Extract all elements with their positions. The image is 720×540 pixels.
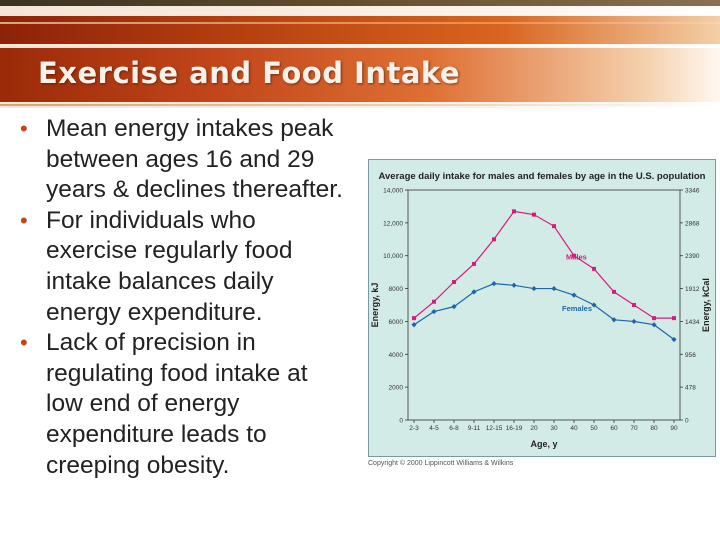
x-tick-label: 40 xyxy=(570,425,578,432)
bullet-marker: • xyxy=(20,116,28,141)
bullet-item: • For individuals who exercise regularly… xyxy=(18,206,348,328)
y-tick-label: 0 xyxy=(399,418,403,425)
data-point-females xyxy=(671,336,677,343)
x-tick-label: 50 xyxy=(590,425,598,432)
data-point-males xyxy=(632,303,636,307)
y-right-tick-label: 2868 xyxy=(685,220,700,227)
bullet-marker: • xyxy=(20,330,28,356)
banner-stripe-dark xyxy=(0,0,720,6)
data-point-males xyxy=(452,280,456,284)
copyright-note: Copyright © 2000 Lippincott Williams & W… xyxy=(368,460,514,467)
x-tick-label: 12-15 xyxy=(486,425,503,432)
bullet-list: • Mean energy intakes peak between ages … xyxy=(18,114,348,481)
banner-stripe-upper xyxy=(0,16,720,44)
intake-chart: Average daily intake for males and femal… xyxy=(368,159,716,457)
data-point-males xyxy=(652,316,656,321)
y-right-tick-label: 0 xyxy=(685,418,689,425)
data-point-females xyxy=(451,304,457,310)
x-axis-label: Age, y xyxy=(530,439,557,449)
data-point-males xyxy=(672,316,676,321)
banner-underline xyxy=(0,104,720,106)
banner-stripe-lower xyxy=(0,48,720,102)
data-point-females xyxy=(511,282,517,288)
x-tick-label: 30 xyxy=(550,425,558,432)
y-tick-label: 12,000 xyxy=(383,220,403,227)
bullet-text: For individuals who exercise regularly f… xyxy=(46,206,293,326)
data-point-males xyxy=(612,289,616,294)
y-right-tick-label: 478 xyxy=(685,385,696,392)
x-tick-label: 60 xyxy=(610,425,618,432)
data-point-males xyxy=(572,253,576,258)
x-tick-label: 16-19 xyxy=(506,425,523,432)
x-tick-label: 90 xyxy=(670,425,678,432)
data-point-females xyxy=(471,289,477,295)
data-point-males xyxy=(472,261,476,266)
data-point-males xyxy=(552,224,556,229)
y-right-tick-label: 2390 xyxy=(685,253,700,260)
plot-frame xyxy=(407,189,681,421)
series-label-females: Females xyxy=(562,304,592,313)
data-point-females xyxy=(431,308,437,315)
bullet-marker: • xyxy=(20,207,28,233)
x-tick-label: 6-8 xyxy=(449,425,459,432)
bullet-text: Mean energy intakes peak between ages 16… xyxy=(46,115,343,204)
data-point-males xyxy=(412,316,416,321)
bullet-text: Lack of precision in regulating food int… xyxy=(46,329,308,479)
data-point-females xyxy=(411,322,417,328)
data-point-females xyxy=(651,322,657,328)
data-point-males xyxy=(432,299,436,304)
series-label-males: Males xyxy=(566,253,587,262)
x-tick-label: 9-11 xyxy=(468,425,481,432)
x-tick-label: 20 xyxy=(530,425,538,432)
series-line-females xyxy=(413,283,675,340)
y-tick-label: 10,000 xyxy=(383,253,403,260)
y-tick-label: 14,000 xyxy=(383,188,403,195)
data-point-males xyxy=(492,237,496,242)
header-banner xyxy=(0,0,720,108)
y-axis-label: Energy, kJ xyxy=(370,283,380,328)
series-line-males xyxy=(413,210,674,319)
data-point-females xyxy=(491,281,497,287)
chart-svg: Average daily intake for males and femal… xyxy=(368,159,716,457)
data-point-males xyxy=(512,209,516,214)
data-point-males xyxy=(532,212,536,217)
bullet-item: • Lack of precision in regulating food i… xyxy=(18,328,348,481)
x-tick-label: 4-5 xyxy=(429,425,439,432)
data-point-females xyxy=(591,302,597,308)
slide-title: Exercise and Food Intake xyxy=(38,56,461,90)
bullet-item: • Mean energy intakes peak between ages … xyxy=(18,114,348,206)
y-tick-label: 8000 xyxy=(389,286,404,293)
y-right-tick-label: 956 xyxy=(685,352,696,359)
x-tick-label: 2-3 xyxy=(409,425,419,432)
y-tick-label: 2000 xyxy=(389,385,404,392)
y-tick-label: 4000 xyxy=(389,352,404,359)
chart-background xyxy=(368,159,716,457)
y-right-tick-label: 1912 xyxy=(685,286,700,293)
data-point-males xyxy=(592,266,596,271)
y-right-tick-label: 1434 xyxy=(685,319,700,326)
y-right-tick-label: 3346 xyxy=(685,188,700,195)
x-tick-label: 80 xyxy=(650,425,658,432)
y-tick-label: 6000 xyxy=(389,319,404,326)
data-point-females xyxy=(611,317,617,323)
x-tick-label: 70 xyxy=(630,425,638,432)
chart-title: Average daily intake for males and femal… xyxy=(379,171,706,182)
y-right-axis-label: Energy, kCal xyxy=(701,278,711,332)
